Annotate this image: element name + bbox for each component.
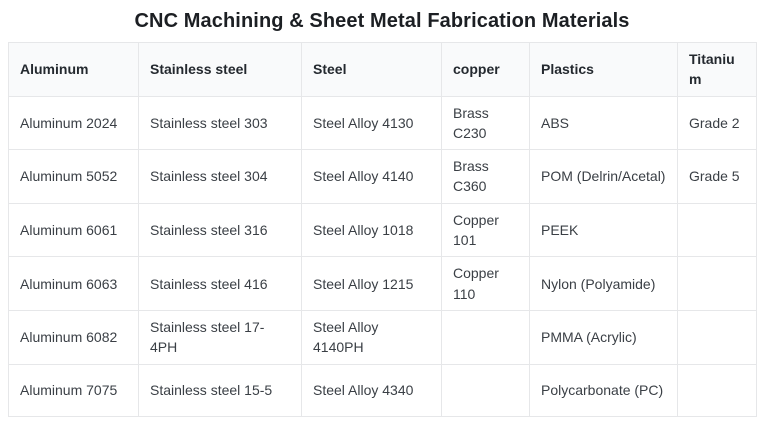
table-cell: Stainless steel 304 — [138, 149, 302, 204]
table-cell: Stainless steel 15-5 — [138, 363, 302, 417]
table-cell: Steel Alloy 4140 — [301, 149, 442, 204]
header-cell-steel: Steel — [301, 42, 442, 97]
materials-table: Aluminum Stainless steel Steel copper Pl… — [8, 42, 757, 417]
table-cell: Stainless steel 303 — [138, 95, 302, 151]
page-title: CNC Machining & Sheet Metal Fabrication … — [134, 10, 630, 32]
table-row: Aluminum 7075 Stainless steel 15-5 Steel… — [8, 363, 757, 417]
table-cell: Aluminum 6082 — [8, 309, 139, 365]
table-cell — [441, 363, 530, 417]
table-row: Aluminum 6061 Stainless steel 316 Steel … — [8, 202, 757, 258]
header-cell-titanium: Titanium — [677, 42, 757, 97]
table-cell: Aluminum 7075 — [8, 363, 139, 417]
table-cell: Aluminum 2024 — [8, 95, 139, 151]
table-cell: Steel Alloy 4340 — [301, 363, 442, 417]
table-cell: Nylon (Polyamide) — [529, 256, 678, 311]
table-cell: Steel Alloy 1018 — [301, 202, 442, 258]
table-cell: PEEK — [529, 202, 678, 258]
header-cell-plastics: Plastics — [529, 42, 678, 97]
table-cell — [677, 202, 757, 258]
table-cell: ABS — [529, 95, 678, 151]
table-row: Aluminum 6063 Stainless steel 416 Steel … — [8, 256, 757, 311]
table-cell — [677, 256, 757, 311]
header-cell-copper: copper — [441, 42, 530, 97]
materials-table-container: Aluminum Stainless steel Steel copper Pl… — [0, 42, 764, 417]
table-row: Aluminum 6082 Stainless steel 17-4PH Ste… — [8, 309, 757, 365]
table-cell: Aluminum 5052 — [8, 149, 139, 204]
table-cell: Steel Alloy 4130 — [301, 95, 442, 151]
table-cell: Aluminum 6063 — [8, 256, 139, 311]
table-row: Aluminum 2024 Stainless steel 303 Steel … — [8, 95, 757, 151]
table-cell: Brass C360 — [441, 149, 530, 204]
table-cell: POM (Delrin/Acetal) — [529, 149, 678, 204]
header-cell-aluminum: Aluminum — [8, 42, 139, 97]
table-cell — [441, 309, 530, 365]
table-cell — [677, 363, 757, 417]
table-cell: Stainless steel 316 — [138, 202, 302, 258]
table-cell: Steel Alloy 4140PH — [301, 309, 442, 365]
header-cell-stainless-steel: Stainless steel — [138, 42, 302, 97]
table-cell: PMMA (Acrylic) — [529, 309, 678, 365]
table-cell: Steel Alloy 1215 — [301, 256, 442, 311]
table-cell: Stainless steel 416 — [138, 256, 302, 311]
table-row: Aluminum 5052 Stainless steel 304 Steel … — [8, 149, 757, 204]
table-cell: Copper 110 — [441, 256, 530, 311]
table-cell: Aluminum 6061 — [8, 202, 139, 258]
table-cell: Grade 2 — [677, 95, 757, 151]
table-cell — [677, 309, 757, 365]
table-cell: Copper 101 — [441, 202, 530, 258]
header-row: Aluminum Stainless steel Steel copper Pl… — [8, 42, 757, 97]
table-cell: Polycarbonate (PC) — [529, 363, 678, 417]
table-cell: Brass C230 — [441, 95, 530, 151]
table-cell: Stainless steel 17-4PH — [138, 309, 302, 365]
table-cell: Grade 5 — [677, 149, 757, 204]
